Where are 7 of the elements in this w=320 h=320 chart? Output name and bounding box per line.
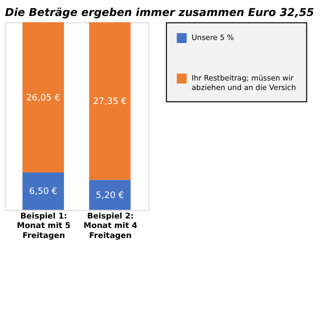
data-label: 27,35 € — [92, 97, 128, 108]
data-label: 5,20 € — [96, 190, 124, 201]
x-tick-label: Beispiel 2: Monat mit 4 Freitagen — [84, 211, 138, 240]
data-label: 26,05 € — [26, 93, 60, 104]
data-label: 6,50 € — [29, 187, 58, 198]
x-tick-label: Beispiel 1: Monat mit 5 Freitagen — [16, 211, 71, 240]
chart-title: Die Beträge ergeben immer zusammen Euro 32,55 — [4, 6, 314, 19]
